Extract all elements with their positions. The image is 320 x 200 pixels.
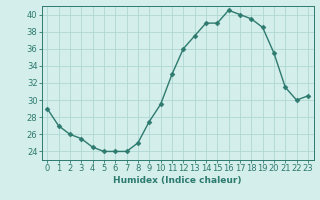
X-axis label: Humidex (Indice chaleur): Humidex (Indice chaleur) (113, 176, 242, 185)
